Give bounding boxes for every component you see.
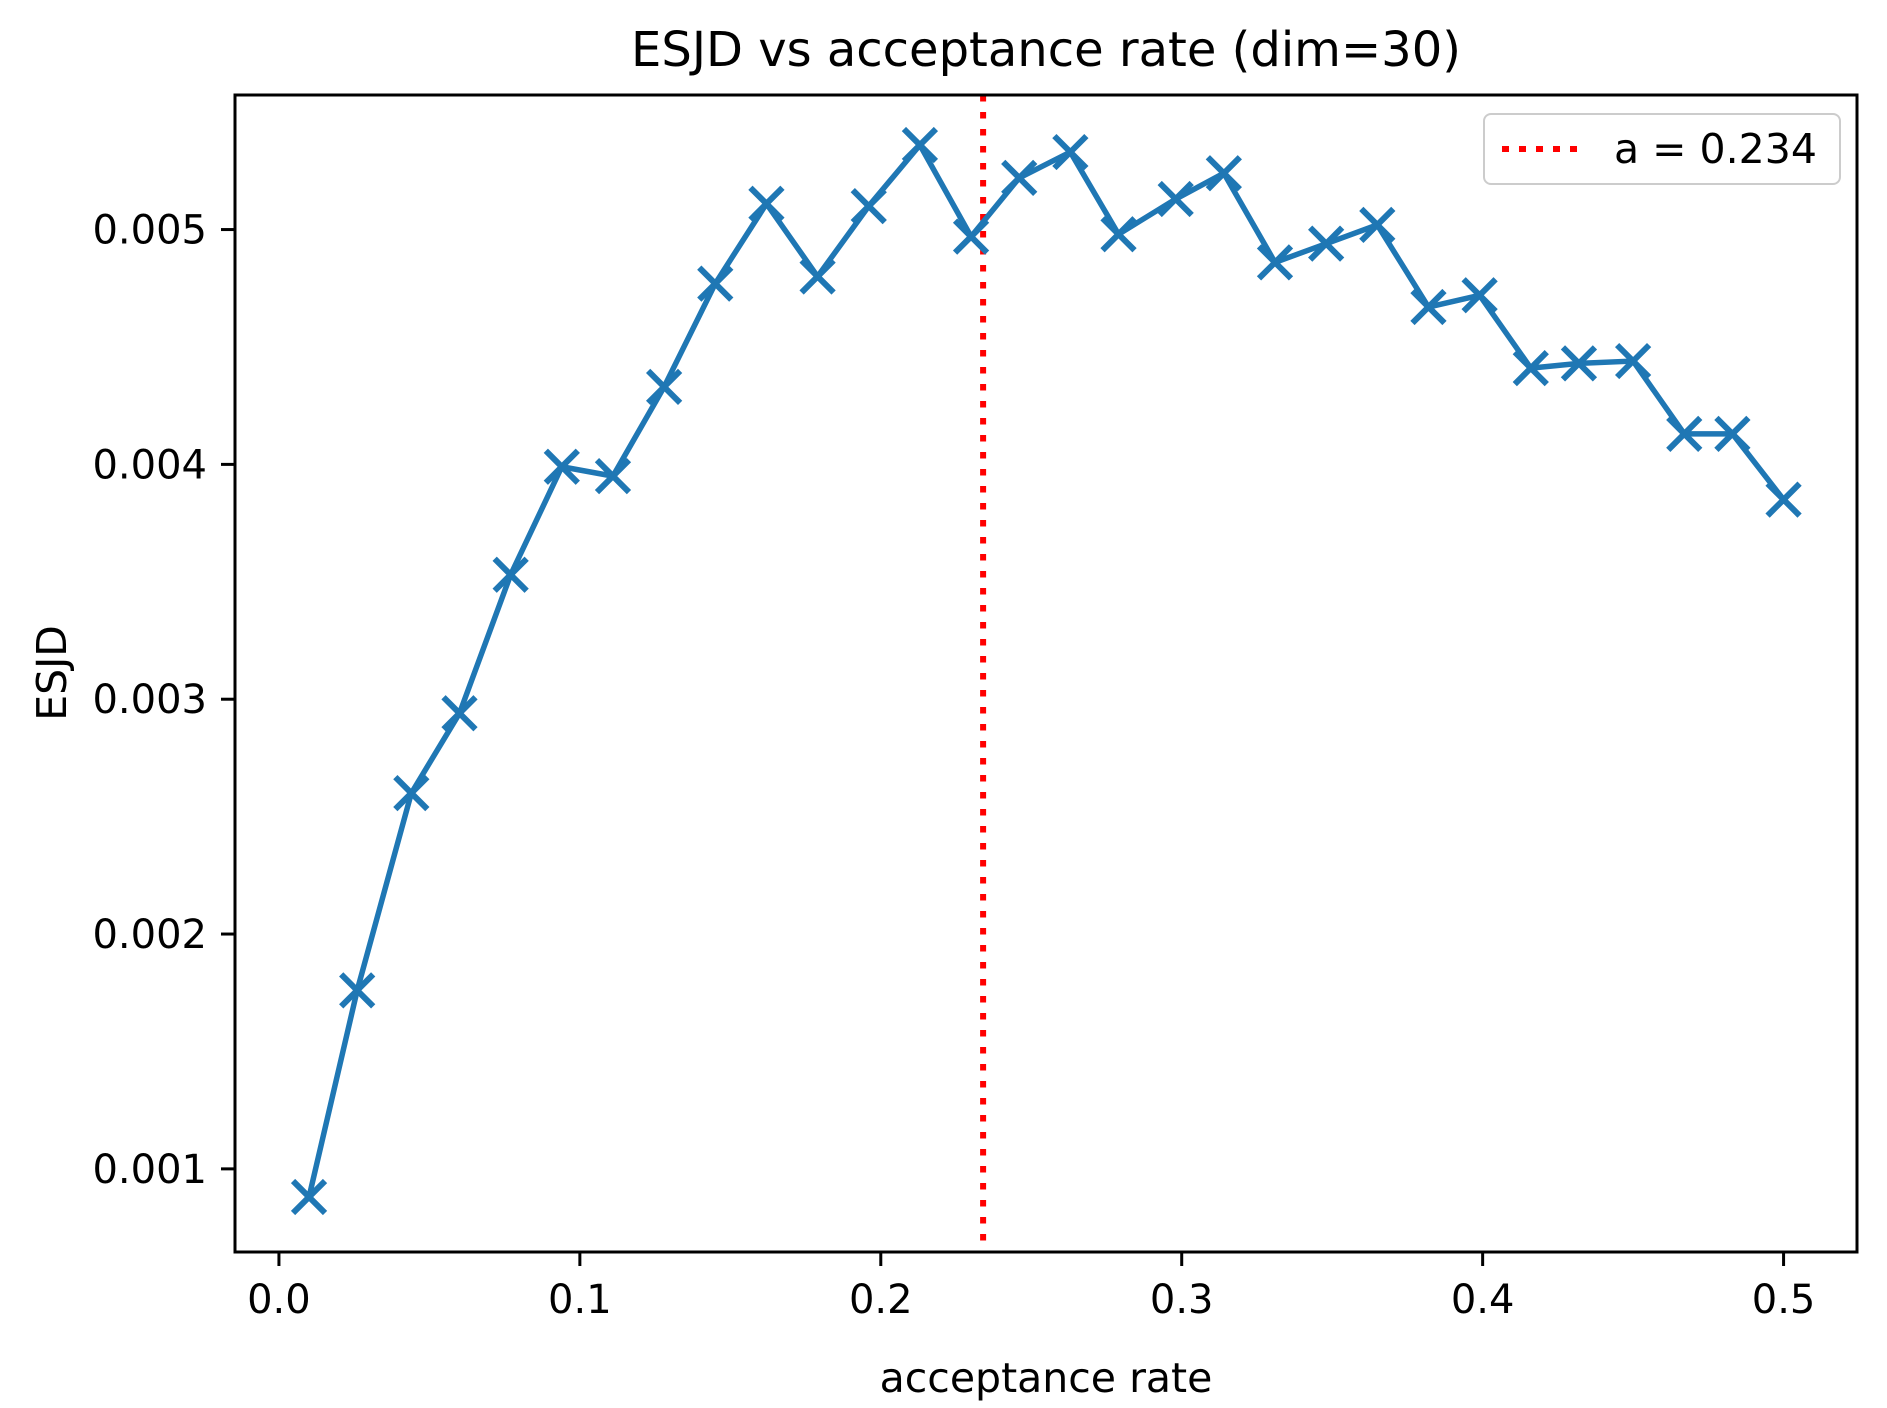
- data-point-marker: [393, 775, 430, 812]
- data-point-marker: [1157, 180, 1194, 218]
- data-point-marker: [441, 695, 478, 732]
- data-point-marker: [1461, 277, 1498, 314]
- y-axis-tick-label: 0.005: [92, 208, 207, 254]
- data-point-marker: [1666, 415, 1703, 452]
- x-axis-tick-label: 0.1: [548, 1277, 612, 1323]
- data-point-marker: [799, 258, 836, 295]
- data-point-marker: [1714, 415, 1751, 452]
- legend-dotted-line-sample: [1502, 146, 1587, 152]
- data-point-marker: [290, 1178, 328, 1216]
- esjd-series-line: [306, 142, 1786, 1198]
- data-point-marker: [850, 187, 887, 225]
- data-point-marker: [1614, 342, 1652, 380]
- x-axis-tick-label: 0.0: [247, 1277, 311, 1323]
- data-point-marker: [1512, 349, 1549, 387]
- x-axis-tick-label: 0.2: [849, 1277, 913, 1323]
- axes-spines: [233, 93, 1859, 1254]
- data-point-marker: [1001, 159, 1038, 197]
- data-point-marker: [1560, 345, 1598, 382]
- chart-title: ESJD vs acceptance rate (dim=30): [631, 22, 1461, 78]
- x-axis-label: acceptance rate: [879, 1354, 1213, 1402]
- data-point-marker: [1205, 155, 1242, 192]
- data-point-marker: [339, 972, 376, 1009]
- y-axis-tick-label: 0.004: [92, 442, 207, 488]
- y-axis-tick-label: 0.001: [92, 1147, 207, 1193]
- data-point-marker: [543, 448, 580, 485]
- data-point-marker: [1410, 288, 1447, 326]
- data-point-marker: [748, 185, 785, 222]
- data-point-marker: [594, 458, 632, 495]
- legend: a = 0.234: [1483, 113, 1841, 185]
- x-axis-tick-label: 0.3: [1150, 1277, 1214, 1323]
- data-point-marker: [952, 218, 990, 255]
- data-point-marker: [1308, 225, 1345, 262]
- x-axis-tick-label: 0.5: [1752, 1277, 1816, 1323]
- data-point-marker: [1100, 216, 1137, 253]
- data-point-marker: [1256, 244, 1294, 281]
- data-point-marker: [646, 368, 683, 406]
- data-point-marker: [697, 265, 734, 302]
- data-point-marker: [1359, 206, 1396, 243]
- data-point-marker: [1765, 481, 1802, 518]
- data-point-marker: [492, 556, 529, 593]
- y-axis-label: ESJD: [28, 625, 76, 721]
- x-axis-tick-label: 0.4: [1451, 1277, 1515, 1323]
- y-axis-tick-label: 0.002: [92, 912, 207, 958]
- legend-label: a = 0.234: [1614, 124, 1817, 173]
- data-point-marker: [1052, 133, 1089, 171]
- data-point-marker: [901, 126, 939, 164]
- y-axis-tick-label: 0.003: [92, 677, 207, 723]
